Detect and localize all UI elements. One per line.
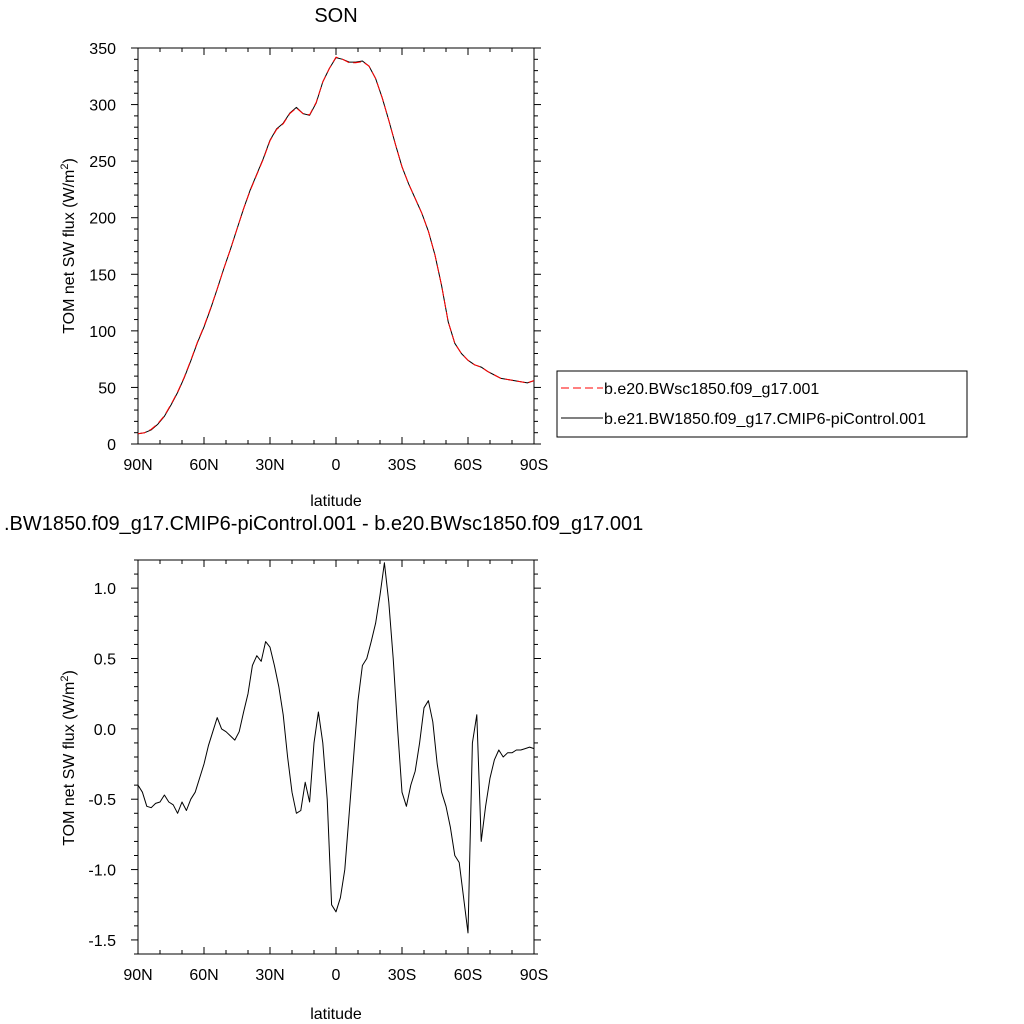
x-tick-label: 60N [189,457,218,474]
y-tick-label: 100 [89,324,116,341]
legend: b.e20.BWsc1850.f09_g17.001 b.e21.BW1850.… [556,370,968,438]
legend-box [556,370,968,438]
y-tick-label: -1.0 [88,863,116,880]
y-tick-label: 1.0 [94,581,116,598]
series-line-0 [137,562,535,934]
y-tick-label: 0 [107,437,116,454]
x-tick-label: 0 [332,967,341,984]
top-series-lines [137,56,535,435]
x-tick-label: 60S [454,457,482,474]
x-tick-label: 60S [454,967,482,984]
top-chart-title: SON [314,5,357,27]
y-tick-label: 300 [89,98,116,115]
series-line-0 [137,56,535,435]
x-tick-label: 30N [255,967,284,984]
top-plot-frame [137,47,535,445]
bottom-series-lines [137,562,535,934]
legend-label-1: b.e21.BW1850.f09_g17.CMIP6-piControl.001 [604,411,926,428]
x-tick-label: 30N [255,457,284,474]
top-axis-ticks: 90N 60N 30N 0 30S 60S 90S 0 50 100 150 200 250 300 350 [89,41,548,474]
bottom-chart-title: .BW1850.f09_g17.CMIP6-piControl.001 - b.… [4,513,643,535]
x-tick-label: 30S [388,457,416,474]
bottom-x-axis-label: latitude [310,1006,362,1023]
x-tick-label: 90N [123,457,152,474]
y-tick-label: -0.5 [88,792,116,809]
y-tick-label: 50 [98,380,116,397]
y-tick-label: 0.0 [94,722,116,739]
bottom-y-axis-label: TOM net SW flux (W/m2) [59,670,78,846]
top-x-axis-label: latitude [310,493,362,510]
bottom-plot-frame [137,559,535,955]
x-tick-label: 0 [332,457,341,474]
x-tick-label: 60N [189,967,218,984]
y-tick-label: 0.5 [94,652,116,669]
y-tick-label: 200 [89,211,116,228]
top-panel: SON 90N 60N 30N 0 30S 60S 90S 0 50 100 150 200 250 30… [59,5,548,510]
y-tick-label: -1.5 [88,933,116,950]
bottom-axis-ticks: 90N 60N 30N 0 30S 60S 90S -1.5 -1.0 -0.5 0.0 0.5 1.0 [88,559,548,984]
bottom-panel: .BW1850.f09_g17.CMIP6-piControl.001 - b.… [4,513,643,1023]
y-tick-label: 250 [89,154,116,171]
x-tick-label: 90S [520,967,548,984]
x-tick-label: 90N [123,967,152,984]
y-tick-label: 350 [89,41,116,58]
x-tick-label: 90S [520,457,548,474]
y-tick-label: 150 [89,267,116,284]
series-line-1 [137,57,535,435]
top-y-axis-label: TOM net SW flux (W/m2) [59,158,78,334]
x-tick-label: 30S [388,967,416,984]
legend-label-0: b.e20.BWsc1850.f09_g17.001 [604,381,819,398]
